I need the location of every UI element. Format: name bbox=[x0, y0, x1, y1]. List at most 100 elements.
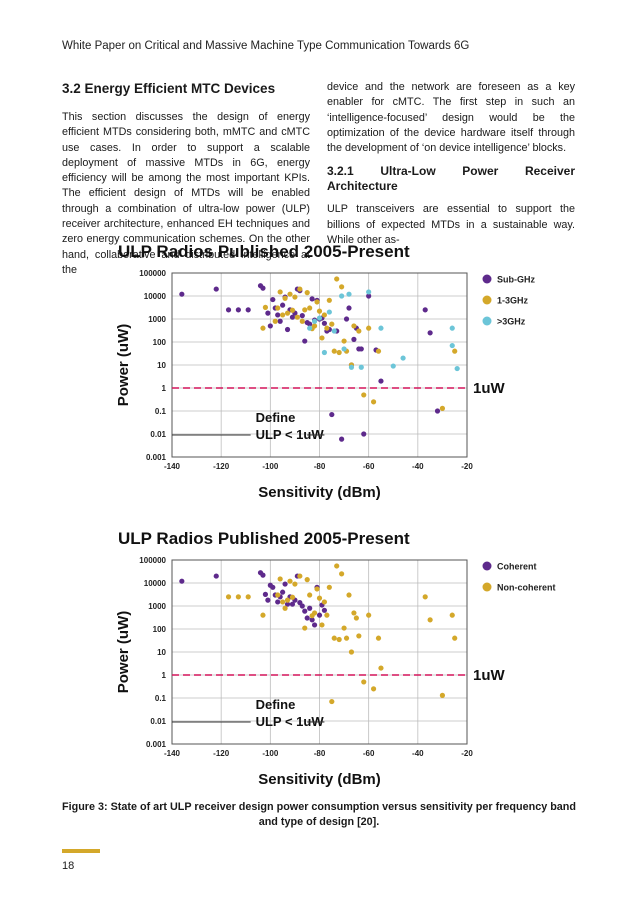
right-column: device and the network are foreseen as a… bbox=[327, 80, 575, 248]
x-tick-label: -20 bbox=[461, 749, 473, 758]
y-tick-label: 1 bbox=[162, 671, 167, 680]
data-point bbox=[343, 316, 350, 322]
data-point bbox=[311, 318, 318, 324]
legend-marker bbox=[482, 316, 492, 326]
data-point bbox=[321, 599, 328, 605]
data-point bbox=[321, 312, 328, 318]
data-point bbox=[321, 320, 328, 326]
data-point bbox=[449, 342, 455, 349]
data-point bbox=[265, 597, 271, 603]
data-point bbox=[245, 307, 251, 313]
data-point bbox=[331, 635, 337, 641]
threshold-label: 1uW bbox=[473, 380, 506, 397]
x-tick-label: -60 bbox=[363, 749, 375, 758]
series-1-3ghz bbox=[260, 276, 458, 411]
data-point bbox=[316, 308, 323, 314]
data-point bbox=[297, 286, 303, 292]
section-heading: 3.2 Energy Efficient MTC Devices bbox=[62, 81, 276, 96]
data-point bbox=[427, 617, 433, 623]
data-point bbox=[343, 635, 350, 641]
legend-marker bbox=[482, 582, 492, 592]
data-point bbox=[307, 592, 313, 598]
data-point bbox=[341, 346, 347, 352]
y-tick-label: 0.1 bbox=[155, 694, 167, 703]
data-point bbox=[331, 328, 337, 334]
data-point bbox=[307, 321, 313, 327]
data-point bbox=[427, 330, 433, 336]
data-point bbox=[297, 573, 303, 579]
data-point bbox=[341, 338, 347, 344]
x-tick-label: -60 bbox=[363, 462, 375, 471]
data-point bbox=[358, 346, 364, 352]
data-point bbox=[311, 323, 318, 329]
data-point bbox=[275, 599, 281, 605]
y-tick-label: 1 bbox=[162, 384, 167, 393]
data-point bbox=[280, 302, 286, 308]
data-point bbox=[339, 293, 345, 299]
data-point bbox=[346, 592, 352, 598]
data-point bbox=[366, 612, 372, 618]
data-point bbox=[324, 325, 330, 331]
data-point bbox=[422, 594, 428, 600]
x-tick-label: -120 bbox=[213, 462, 230, 471]
data-point bbox=[272, 318, 278, 324]
data-point bbox=[282, 605, 288, 611]
data-point bbox=[366, 293, 372, 299]
data-point bbox=[339, 284, 345, 290]
data-point bbox=[277, 289, 283, 295]
data-point bbox=[260, 572, 266, 578]
data-point bbox=[334, 276, 340, 282]
data-point bbox=[302, 625, 308, 631]
data-point bbox=[351, 336, 357, 342]
data-point bbox=[270, 296, 276, 303]
annotation-define: Define bbox=[256, 410, 296, 425]
data-point bbox=[439, 692, 446, 698]
data-point bbox=[284, 310, 291, 316]
data-point bbox=[213, 573, 219, 579]
annotation-ulp: ULP < 1uW bbox=[256, 427, 325, 442]
data-point bbox=[361, 679, 367, 685]
data-point bbox=[311, 610, 318, 616]
data-point bbox=[284, 597, 291, 603]
data-point bbox=[287, 578, 293, 584]
data-point bbox=[452, 348, 458, 354]
data-point bbox=[422, 307, 428, 313]
data-point bbox=[304, 577, 310, 583]
data-point bbox=[265, 310, 271, 316]
data-point bbox=[282, 295, 288, 301]
data-point bbox=[329, 321, 335, 327]
x-tick-label: -100 bbox=[262, 462, 279, 471]
data-point bbox=[309, 617, 315, 623]
y-tick-label: 100000 bbox=[139, 269, 166, 278]
annotation-define: Define bbox=[256, 697, 296, 712]
data-point bbox=[449, 325, 455, 331]
y-axis-label: Power (uW) bbox=[115, 611, 132, 694]
legend-marker bbox=[482, 561, 492, 571]
data-point bbox=[245, 594, 251, 600]
data-point bbox=[361, 431, 367, 437]
y-tick-label: 100000 bbox=[139, 556, 166, 565]
data-point bbox=[225, 307, 232, 313]
x-tick-label: -20 bbox=[461, 462, 473, 471]
data-point bbox=[302, 608, 308, 614]
data-point bbox=[275, 305, 281, 311]
data-point bbox=[449, 612, 455, 618]
data-point bbox=[375, 348, 382, 354]
data-point bbox=[282, 581, 288, 587]
data-point bbox=[287, 291, 293, 297]
data-point bbox=[361, 392, 367, 398]
data-point bbox=[378, 325, 384, 331]
threshold-label: 1uW bbox=[473, 667, 506, 684]
data-point bbox=[319, 622, 325, 628]
data-point bbox=[358, 364, 364, 370]
y-tick-label: 1000 bbox=[148, 315, 166, 324]
data-point bbox=[351, 610, 357, 616]
data-point bbox=[292, 581, 298, 587]
data-point bbox=[326, 584, 332, 590]
y-tick-label: 1000 bbox=[148, 602, 166, 611]
data-point bbox=[235, 307, 241, 313]
data-point bbox=[289, 307, 296, 313]
data-point bbox=[346, 305, 352, 311]
data-point bbox=[326, 309, 332, 315]
x-tick-label: -80 bbox=[314, 462, 326, 471]
